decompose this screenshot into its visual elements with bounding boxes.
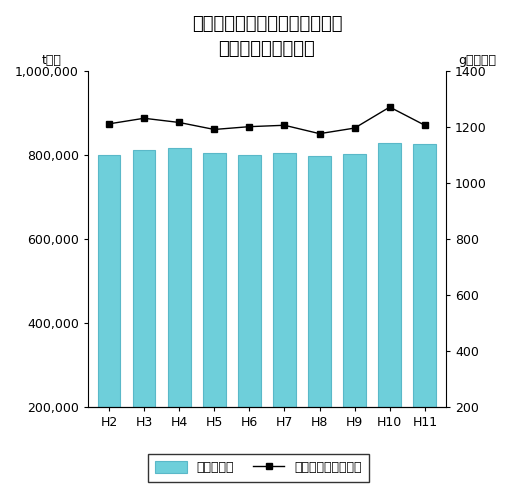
Bar xyxy=(238,155,261,491)
Bar xyxy=(273,152,296,491)
Bar xyxy=(98,155,120,491)
Bar xyxy=(378,143,401,491)
Text: t／年: t／年 xyxy=(41,54,61,68)
Bar xyxy=(414,144,436,491)
Bar xyxy=(343,154,366,491)
Bar xyxy=(133,150,156,491)
Text: g／人・日: g／人・日 xyxy=(458,54,496,68)
Title: ごみ排出量及び１人１日当たり
ごみ排出総量の推移: ごみ排出量及び１人１日当たり ごみ排出総量の推移 xyxy=(192,15,342,58)
Bar xyxy=(203,152,225,491)
Bar xyxy=(308,156,331,491)
Legend: ごみ排出量, 一人当りごみ排出量: ごみ排出量, 一人当りごみ排出量 xyxy=(148,454,369,482)
Bar xyxy=(168,148,191,491)
